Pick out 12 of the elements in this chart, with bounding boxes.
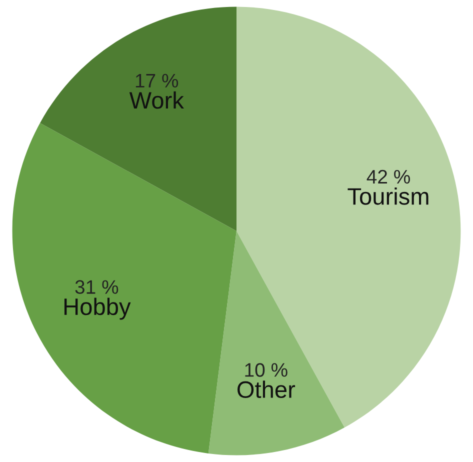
pie-slice [208,231,345,456]
pie-slice [236,6,461,428]
data-label: 17 % [136,74,178,88]
slice-label: Other [238,380,296,398]
slice-label: Work [129,91,184,109]
slice-label: Hobby [64,298,131,320]
pie-slice [12,122,236,454]
data-label: 31 % [75,280,118,294]
data-label: 10 % [245,363,288,377]
pie-slice [40,6,236,231]
slice-label: Tourism [348,187,428,205]
data-label: 42 % [366,170,410,184]
